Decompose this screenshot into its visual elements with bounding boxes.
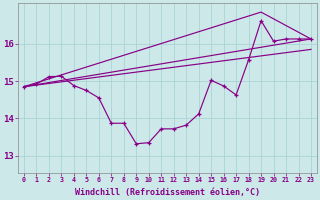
X-axis label: Windchill (Refroidissement éolien,°C): Windchill (Refroidissement éolien,°C) — [75, 188, 260, 197]
